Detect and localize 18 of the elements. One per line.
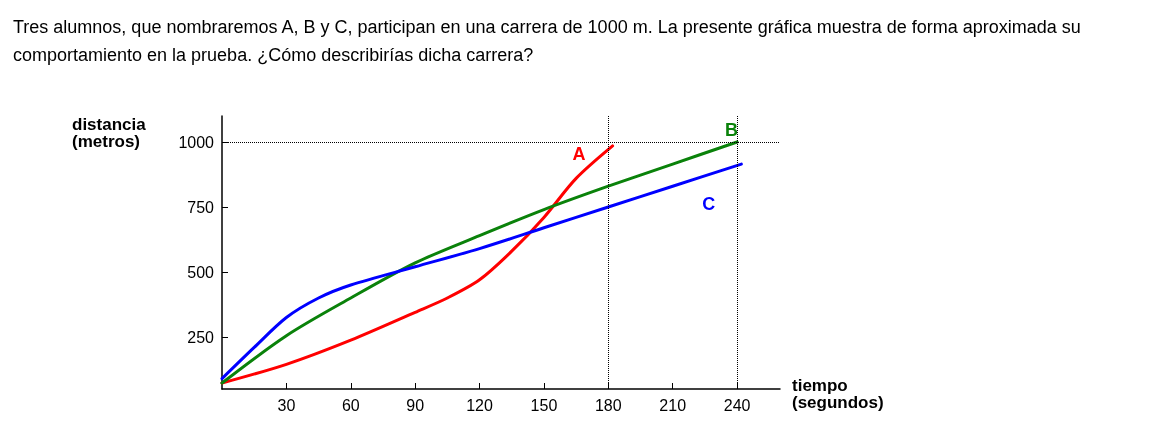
x-tick-label: 210 xyxy=(659,396,687,414)
y-tick-label: 750 xyxy=(187,198,215,216)
y-tick-label: 1000 xyxy=(178,133,215,151)
y-tick-label: 250 xyxy=(187,328,215,346)
y-axis-title: distancia (metros) xyxy=(72,115,147,151)
chart-title: Tres alumnos, que nombraremos A, B y C, participan en una carrera de 1000 m. La presente gráfica muestra de forma aproximada su comportamiento en la prueba. ¿Cómo describirías dicha carrera? xyxy=(13,17,1086,65)
series-label: A xyxy=(572,143,586,164)
x-tick-label: 30 xyxy=(277,396,296,414)
x-tick-label: 240 xyxy=(723,396,751,414)
x-tick-label: 180 xyxy=(594,396,622,414)
series-label: C xyxy=(702,194,716,215)
x-axis-title: tiempo (segundos) xyxy=(792,376,884,412)
x-tick-label: 120 xyxy=(466,396,493,414)
x-tick-label: 150 xyxy=(530,396,558,414)
x-tick-label: 60 xyxy=(341,396,360,414)
series-label: B xyxy=(725,120,739,140)
x-tick-label: 90 xyxy=(406,396,425,414)
y-tick-label: 500 xyxy=(187,263,215,281)
